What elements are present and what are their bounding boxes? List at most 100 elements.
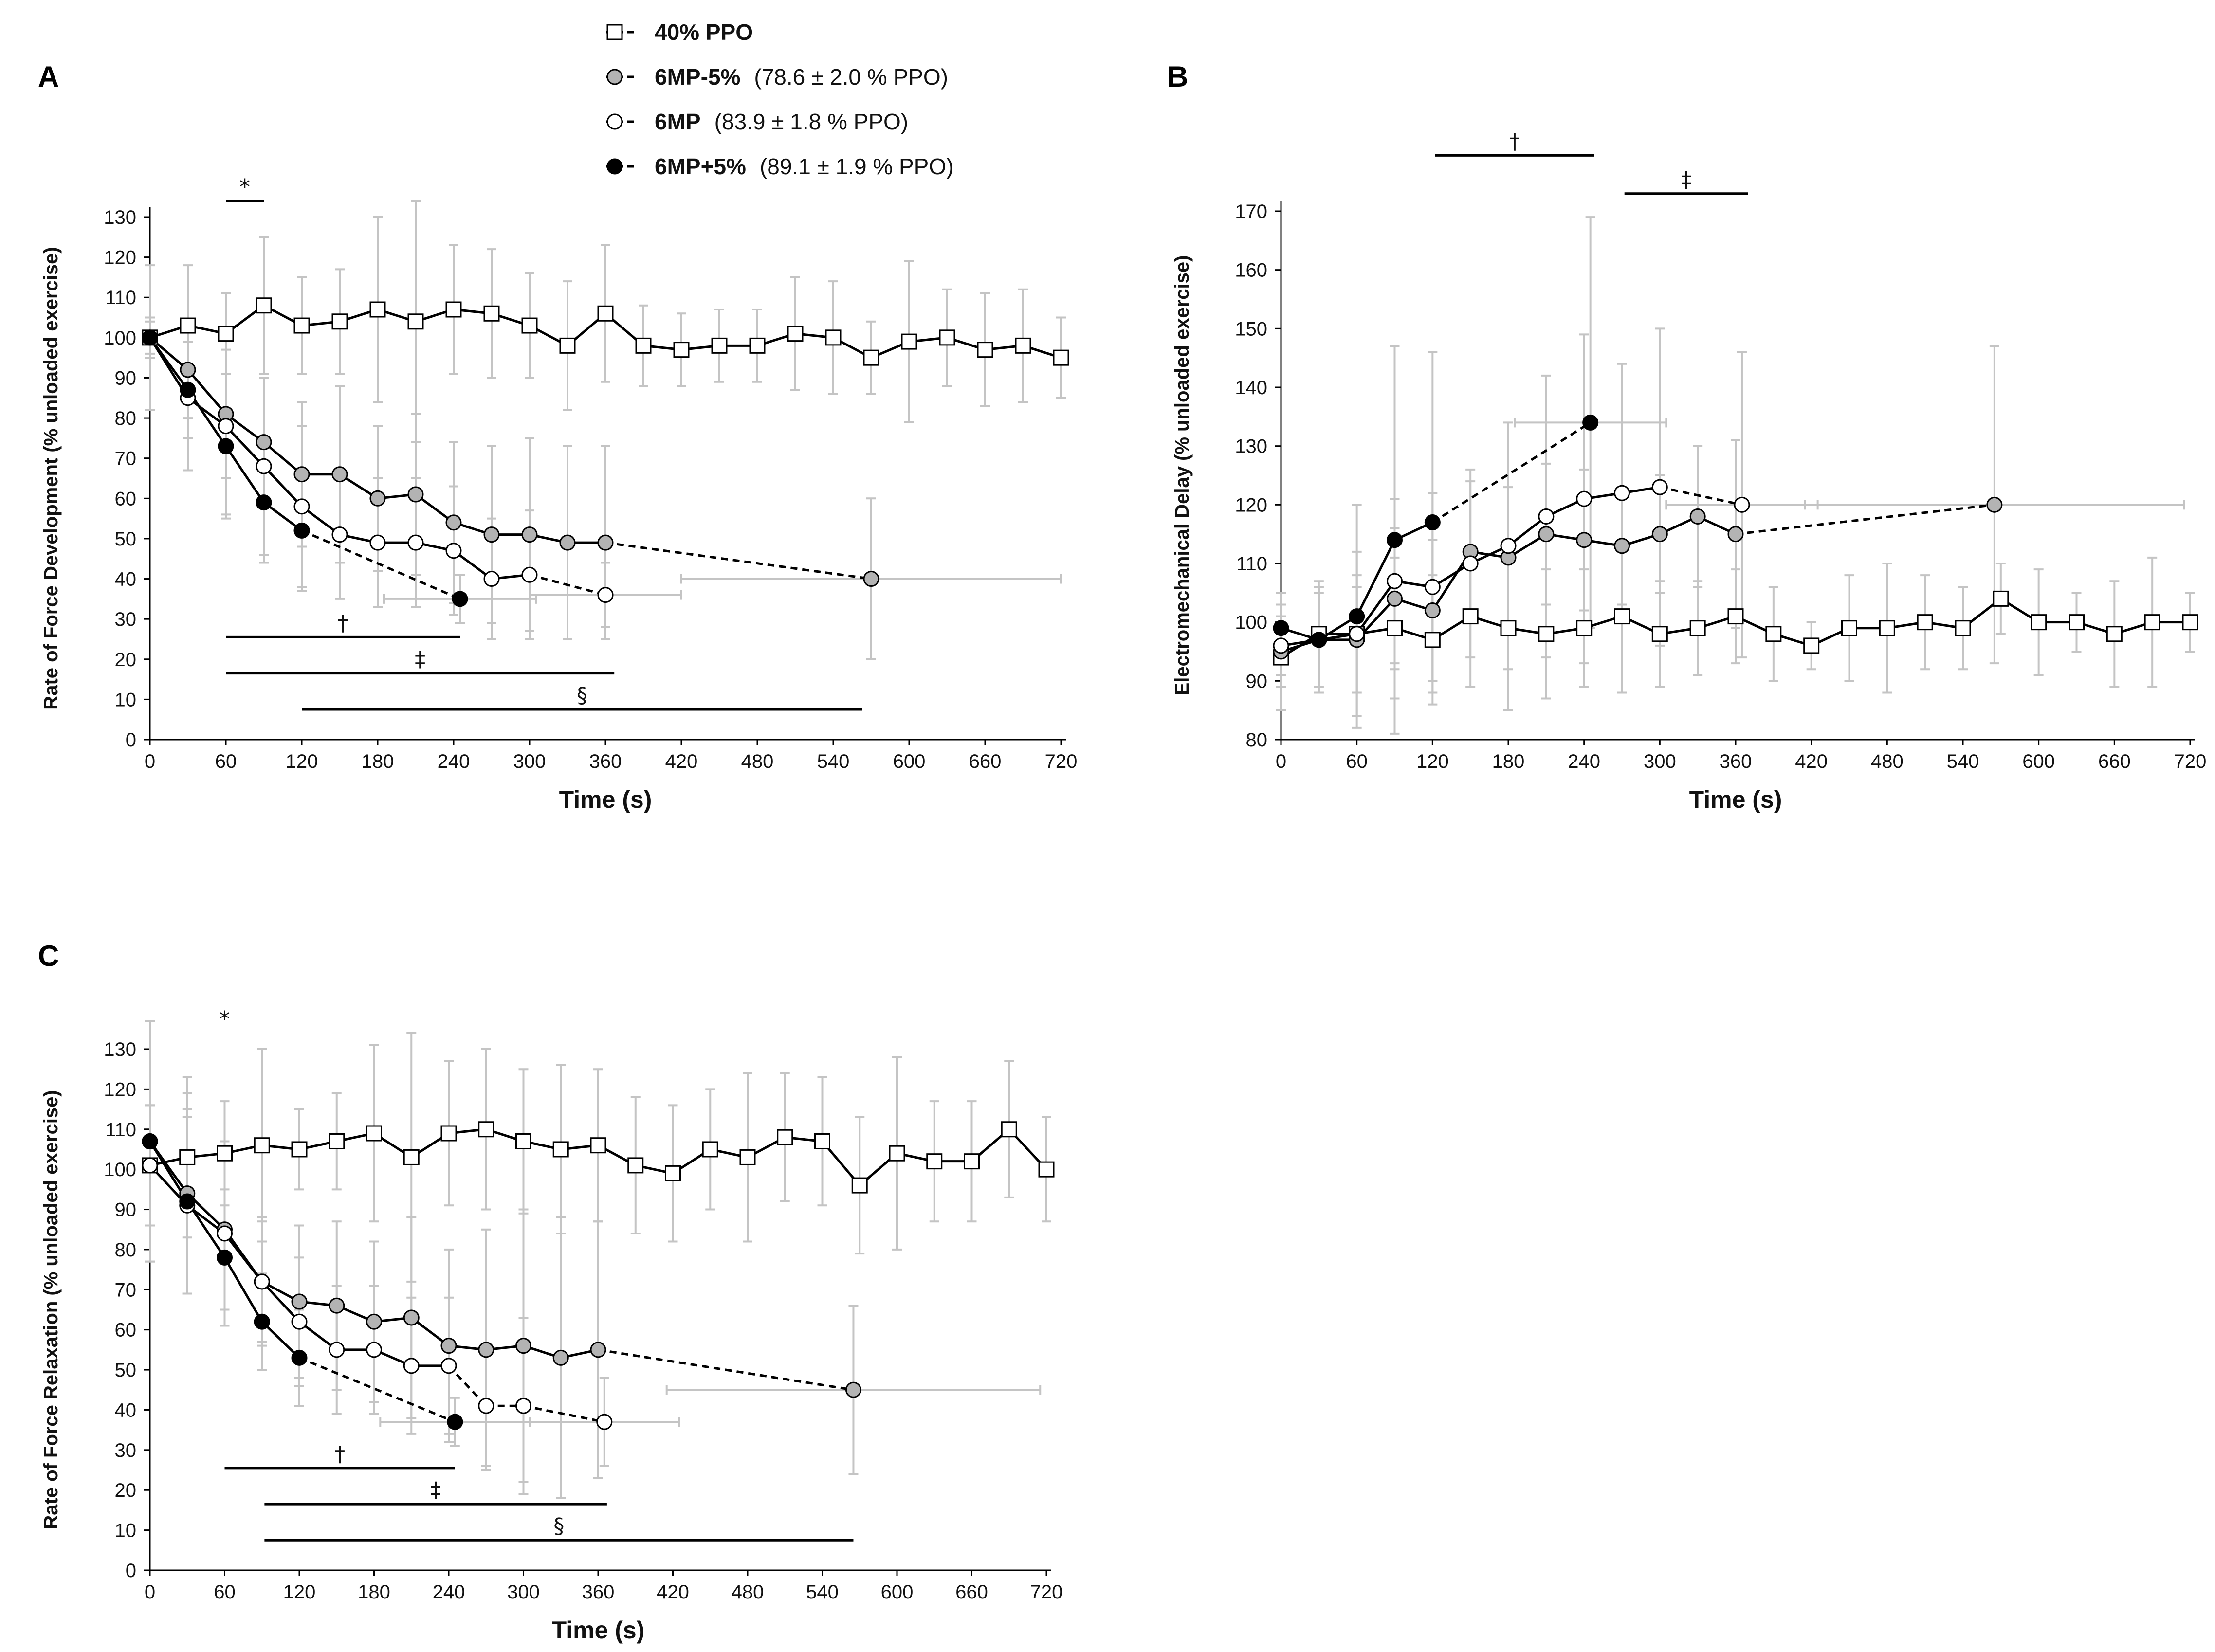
y-tick-label: 30 [115, 1440, 137, 1461]
x-tick-label: 480 [732, 1581, 764, 1603]
data-point-m5 [366, 1313, 382, 1330]
data-point-ppo40 [559, 337, 576, 354]
x-tick-label: 360 [1720, 751, 1752, 772]
legend: 40% PPO 6MP-5% (78.6 ± 2.0 % PPO) 6MP (83.9 … [606, 19, 953, 179]
data-point-m5 [369, 490, 386, 507]
data-point-p5 [1273, 620, 1289, 636]
data-point-ppo40 [597, 305, 614, 322]
y-tick-label: 70 [115, 1279, 137, 1301]
x-tick-label: 300 [513, 751, 546, 772]
y-tick-label: 160 [1235, 260, 1267, 281]
series-line-p5 [1431, 421, 1591, 524]
data-point-m5 [180, 362, 196, 378]
series-line-m5 [605, 541, 872, 581]
y-tick-label: 10 [115, 689, 137, 710]
data-point-mp [1651, 479, 1668, 495]
data-point-mp [1500, 538, 1517, 554]
data-point-ppo40 [217, 1145, 233, 1162]
data-point-mp [1349, 626, 1365, 642]
data-point-ppo40 [552, 1141, 569, 1158]
data-point-ppo40 [2031, 614, 2047, 631]
data-point-mp [256, 458, 272, 474]
data-point-m5 [440, 1338, 457, 1354]
y-tick-label: 50 [115, 528, 137, 550]
panel-label: B [1167, 60, 1188, 93]
series-line-mp [523, 1404, 605, 1423]
x-tick-label: 720 [1030, 1581, 1063, 1603]
data-point-p5 [142, 329, 158, 346]
data-point-p5 [1311, 632, 1327, 648]
data-point-ppo40 [478, 1121, 494, 1138]
data-point-p5 [1387, 532, 1403, 548]
data-point-m5 [256, 434, 272, 451]
x-tick-label: 300 [1644, 751, 1676, 772]
data-point-ppo40 [515, 1133, 531, 1149]
data-point-m5 [1576, 532, 1593, 548]
y-tick-label: 90 [1246, 671, 1268, 692]
y-tick-label: 50 [115, 1360, 137, 1381]
x-tick-label: 660 [969, 751, 1002, 772]
data-point-ppo40 [218, 326, 234, 342]
data-point-ppo40 [926, 1153, 943, 1170]
data-point-ppo40 [1038, 1161, 1055, 1178]
data-point-p5 [217, 1249, 233, 1266]
legend-desc: (78.6 ± 2.0 % PPO) [754, 64, 948, 90]
y-tick-label: 170 [1235, 201, 1267, 222]
data-point-mp [254, 1273, 270, 1290]
x-tick-label: 120 [286, 751, 318, 772]
data-point-ppo40 [1955, 620, 1971, 636]
significance-symbol: † [338, 611, 348, 635]
data-point-ppo40 [1689, 620, 1706, 636]
series-line-mp [261, 1281, 300, 1323]
x-axis-title: Time (s) [559, 786, 652, 813]
y-tick-label: 20 [115, 1480, 137, 1501]
data-point-m5 [483, 526, 500, 543]
y-tick-label: 110 [1236, 553, 1267, 575]
data-point-mp [407, 534, 424, 551]
series-line-mp [448, 1365, 487, 1407]
data-point-p5 [452, 591, 468, 607]
data-point-ppo40 [329, 1133, 345, 1149]
legend-entry: 6MP (83.9 ± 1.8 % PPO) [655, 109, 908, 134]
data-point-ppo40 [1462, 608, 1479, 625]
series-line-m5 [1735, 503, 1995, 536]
x-tick-label: 120 [283, 1581, 316, 1603]
x-tick-label: 120 [1416, 751, 1449, 772]
x-tick-label: 660 [2098, 751, 2131, 772]
data-point-ppo40 [627, 1157, 644, 1174]
data-point-ppo40 [407, 313, 424, 330]
data-point-m5 [329, 1297, 345, 1314]
y-tick-label: 0 [126, 1560, 136, 1581]
y-tick-label: 60 [115, 488, 137, 509]
data-point-mp [366, 1342, 382, 1358]
data-point-m5 [1689, 508, 1706, 525]
y-tick-label: 120 [104, 1079, 136, 1100]
data-point-ppo40 [293, 317, 310, 334]
data-point-ppo40 [1576, 620, 1593, 636]
panel-c: C 0 60 120 180 240 300 360 420 480 540 600 660 720 0 10… [38, 940, 1062, 1644]
data-point-mp [403, 1358, 420, 1374]
data-point-p5 [254, 1313, 270, 1330]
x-tick-label: 180 [1492, 751, 1525, 772]
data-point-ppo40 [777, 1129, 793, 1145]
data-point-mp [440, 1358, 457, 1374]
data-point-mp [218, 418, 234, 435]
x-tick-label: 0 [145, 751, 155, 772]
data-point-m5 [445, 514, 462, 531]
x-tick-label: 420 [657, 1581, 689, 1603]
y-axis-title: Electromechanical Delay (% unloaded exer… [1172, 255, 1193, 696]
data-point-ppo40 [445, 301, 462, 318]
x-tick-label: 540 [806, 1581, 839, 1603]
data-point-m5 [552, 1349, 569, 1366]
x-tick-label: 60 [215, 751, 237, 772]
data-point-p5 [180, 381, 196, 398]
data-point-mp [331, 526, 348, 543]
data-point-m5 [1727, 526, 1744, 543]
data-point-mp [521, 566, 538, 583]
data-point-m5 [845, 1381, 861, 1398]
series-line-mp [529, 573, 606, 597]
data-point-p5 [218, 438, 234, 454]
data-point-ppo40 [1424, 632, 1441, 648]
y-tick-label: 130 [104, 1039, 136, 1060]
